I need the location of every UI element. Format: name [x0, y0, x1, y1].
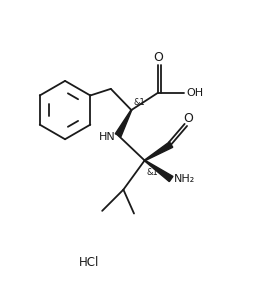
Text: O: O	[153, 51, 163, 63]
Text: &1: &1	[134, 98, 146, 107]
Polygon shape	[144, 142, 173, 161]
Text: NH₂: NH₂	[174, 174, 195, 184]
Polygon shape	[115, 110, 132, 137]
Text: HN: HN	[99, 131, 116, 142]
Text: &1: &1	[147, 168, 158, 177]
Text: OH: OH	[187, 88, 204, 98]
Polygon shape	[144, 160, 173, 182]
Text: O: O	[183, 112, 193, 125]
Text: HCl: HCl	[79, 256, 99, 269]
